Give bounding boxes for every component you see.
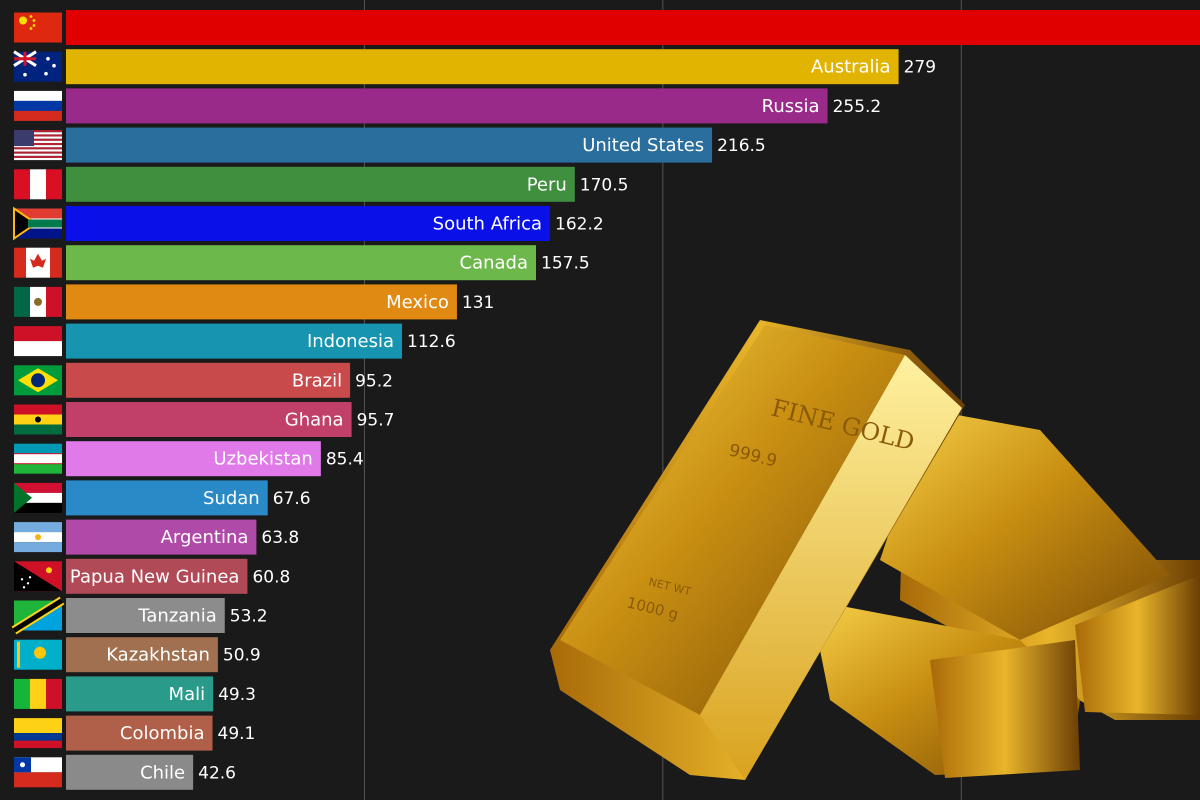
category-label: Canada [460,253,529,274]
value-label: 170.5 [580,175,629,195]
value-label: 95.2 [355,371,393,391]
brazil-flag [14,365,62,396]
peru-flag [14,169,62,200]
value-label: 279 [904,58,936,78]
bar [66,598,225,633]
bar [66,558,248,594]
value-label: 162.2 [555,215,604,235]
value-label: 255.2 [833,97,882,117]
canada-flag [14,247,62,278]
value-label: 112.6 [407,332,456,352]
bar [66,49,899,85]
bar [66,10,1200,45]
australia-flag [13,50,62,82]
uzbekistan-flag [14,443,62,474]
bar [66,127,713,163]
category-label: Mexico [386,292,449,313]
category-label: Australia [811,57,891,78]
category-label: Indonesia [307,331,394,352]
mexico-flag [14,286,62,317]
value-label: 50.9 [223,646,261,666]
bar [66,284,457,320]
bar [66,362,351,398]
papua-new-guinea-flag [14,561,62,592]
category-label: Ghana [285,410,344,431]
ghana-flag [14,404,62,435]
value-label: 131 [462,293,494,313]
south-africa-flag [13,206,62,241]
bar [66,754,194,790]
value-label: 60.8 [252,567,290,587]
value-label: 95.7 [357,411,395,431]
gold-bars-illustration: FINE GOLD 999.9 NET WT 1000 g [550,320,1200,780]
tanzania-flag [11,596,65,635]
argentina-flag [14,522,62,553]
bar [66,166,575,202]
value-label: 216.5 [717,136,766,156]
value-label: 49.1 [218,724,256,744]
bar [66,637,218,673]
category-label: Peru [527,174,567,195]
value-label: 49.3 [218,685,256,705]
value-label: 157.5 [541,254,590,274]
value-label: 67.6 [273,489,311,509]
category-label: Mali [169,684,206,705]
value-label: 53.2 [230,607,268,627]
bar [66,715,213,751]
china-flag [14,12,62,43]
mali-flag [14,678,62,709]
category-label: South Africa [433,214,542,235]
bar [66,441,321,477]
category-label: Tanzania [137,606,216,627]
kazakhstan-flag [14,639,62,670]
category-label: Russia [762,96,820,117]
chile-flag [14,757,62,788]
russia-flag [14,90,62,121]
category-label: Chile [140,762,185,783]
bar [66,245,537,281]
category-label: United States [582,135,704,156]
bar [66,480,268,516]
indonesia-flag [14,326,62,357]
category-label: Argentina [161,527,249,548]
flags-column [11,12,65,788]
category-label: Colombia [120,723,205,744]
bar [66,676,214,712]
bar [66,88,828,124]
category-label: Uzbekistan [213,449,312,470]
bars-group: Australia 279 Russia 255.2 United States 216.… [66,10,1200,790]
bar [66,402,352,437]
bar [66,519,257,555]
category-label: Sudan [203,488,260,509]
sudan-flag [14,482,62,513]
value-label: 63.8 [261,528,299,548]
category-label: Kazakhstan [106,645,210,666]
value-label: 42.6 [198,763,236,783]
category-label: Brazil [292,370,342,391]
category-label: Papua New Guinea [70,566,240,587]
bar [66,206,551,241]
united-states-flag [14,130,62,161]
value-label: 85.4 [326,450,364,470]
bar [66,323,403,359]
colombia-flag [14,718,62,749]
